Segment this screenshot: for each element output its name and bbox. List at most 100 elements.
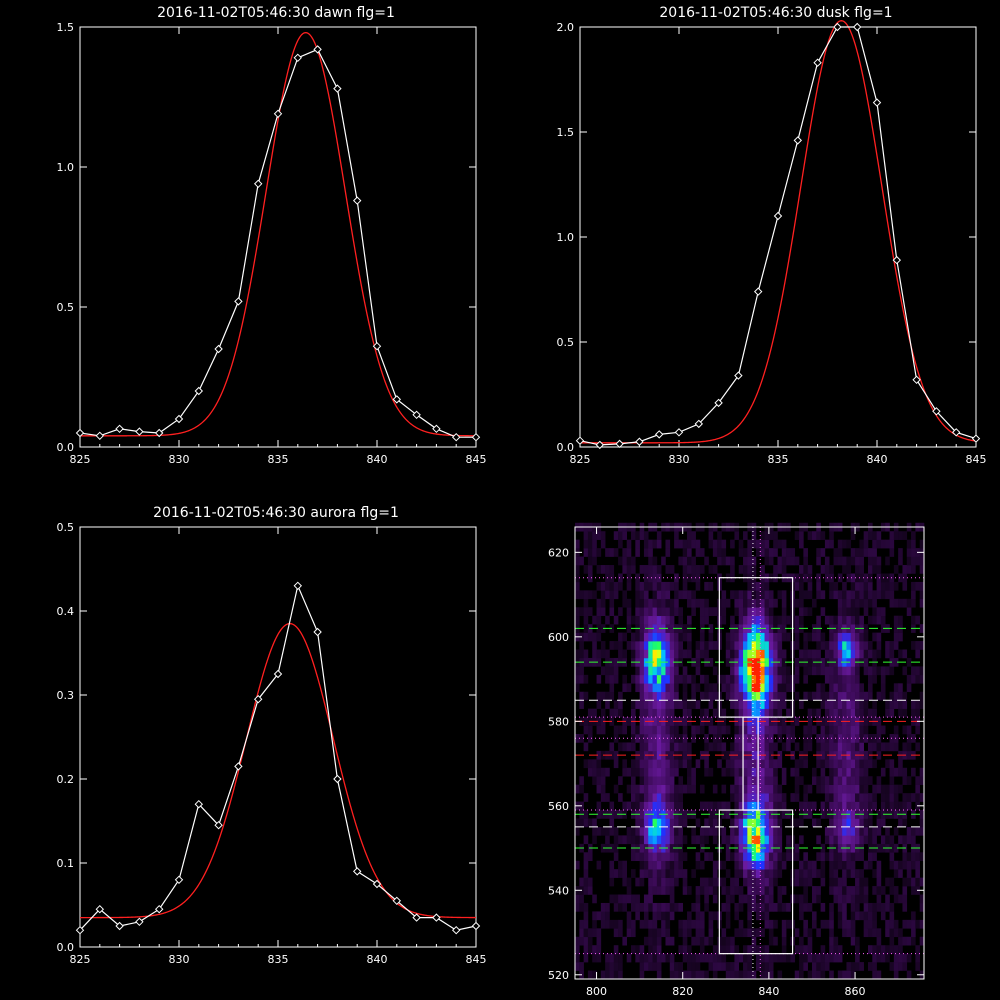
heatmap-cell <box>799 776 804 785</box>
heatmap-cell <box>889 598 895 608</box>
heatmap-cell <box>911 674 916 684</box>
heatmap-cell <box>669 886 675 895</box>
heatmap-cell <box>652 750 658 760</box>
heatmap-cell <box>613 641 619 650</box>
heatmap-cell <box>725 911 731 921</box>
data-point <box>194 799 204 809</box>
heatmap-cell <box>885 928 890 938</box>
heatmap-cell <box>885 953 890 963</box>
heatmap-cell <box>764 581 770 591</box>
heatmap-cell <box>872 852 877 862</box>
heatmap-cell <box>867 590 873 600</box>
x-tick-label: 845 <box>966 453 987 466</box>
heatmap-cell <box>889 666 895 676</box>
heatmap-cell <box>794 717 800 726</box>
heatmap-cell <box>587 548 593 557</box>
heatmap-cell <box>622 860 628 870</box>
heatmap-cell <box>794 624 800 633</box>
heatmap-cell <box>643 902 649 912</box>
heatmap-cell <box>652 573 658 583</box>
heatmap-cell <box>691 531 696 540</box>
heatmap-cell <box>876 826 882 836</box>
heatmap-cell <box>764 784 770 794</box>
heatmap-cell <box>777 666 783 676</box>
heatmap-cell <box>846 590 852 600</box>
heatmap-cell <box>768 725 774 735</box>
heatmap-cell <box>656 877 662 887</box>
heatmap-cell <box>704 877 709 887</box>
data-point <box>174 875 184 885</box>
heatmap-cell <box>738 733 744 743</box>
heatmap-cell <box>643 911 649 921</box>
heatmap-cell <box>652 784 658 794</box>
heatmap-cell <box>751 801 757 811</box>
heatmap-cell <box>661 708 666 718</box>
heatmap-cell <box>652 556 658 566</box>
heatmap-cell <box>699 598 705 608</box>
heatmap-cell <box>743 877 748 887</box>
panel-dawn-title: 2016-11-02T05:46:30 dawn flg=1 <box>157 5 395 21</box>
heatmap-cell <box>816 835 821 845</box>
heatmap-cell <box>867 919 873 929</box>
heatmap-cell <box>699 725 705 735</box>
heatmap-cell <box>773 598 778 608</box>
heatmap-cell <box>596 750 602 760</box>
heatmap-cell <box>747 683 752 693</box>
heatmap-cell <box>902 818 908 828</box>
heatmap-cell <box>906 674 912 684</box>
heatmap-cell <box>902 894 908 904</box>
heatmap-cell <box>867 556 873 566</box>
y-tick-label: 1.5 <box>557 126 575 139</box>
heatmap-cell <box>661 801 666 811</box>
heatmap-cell <box>859 700 864 709</box>
heatmap-cell <box>583 674 589 684</box>
heatmap-cell <box>652 818 658 828</box>
heatmap-cell <box>820 590 826 600</box>
heatmap-cell <box>708 717 714 726</box>
heatmap-cell <box>665 818 671 828</box>
heatmap-cell <box>777 674 783 684</box>
heatmap-cell <box>665 565 671 574</box>
heatmap-cell <box>648 539 653 549</box>
heatmap-cell <box>626 826 632 836</box>
heatmap-cell <box>609 691 615 701</box>
heatmap-cell <box>583 759 589 769</box>
heatmap-cell <box>824 539 830 549</box>
heatmap-cell <box>820 641 826 650</box>
heatmap-cell <box>876 607 882 617</box>
heatmap-cell <box>833 725 839 735</box>
heatmap-cell <box>807 970 813 980</box>
heatmap-cell <box>764 767 770 777</box>
heatmap-cell <box>885 539 890 549</box>
heatmap-cell <box>661 852 666 862</box>
heatmap-cell <box>652 674 658 684</box>
heatmap-cell <box>661 632 666 642</box>
heatmap-cell <box>837 843 843 853</box>
heatmap-cell <box>837 826 843 836</box>
heatmap-cell <box>876 666 882 676</box>
heatmap-cell <box>639 691 645 701</box>
heatmap-cell <box>906 750 912 760</box>
heatmap-cell <box>730 793 735 802</box>
heatmap-cell <box>682 548 688 557</box>
heatmap-cell <box>803 691 808 701</box>
heatmap-cell <box>850 615 856 625</box>
heatmap-cell <box>799 598 804 608</box>
heatmap-cell <box>811 725 817 735</box>
heatmap-cell <box>898 700 903 709</box>
heatmap-cell <box>807 657 813 667</box>
heatmap-cell <box>855 683 860 693</box>
heatmap-cell <box>669 742 675 752</box>
heatmap-cell <box>850 581 856 591</box>
heatmap-cell <box>906 793 912 802</box>
heatmap-cell <box>768 649 774 659</box>
heatmap-cell <box>648 708 653 718</box>
heatmap-cell <box>648 801 653 811</box>
heatmap-cell <box>652 826 658 836</box>
heatmap-cell <box>652 801 658 811</box>
heatmap-cell <box>656 598 662 608</box>
heatmap-cell <box>850 784 856 794</box>
heatmap-cell <box>639 632 645 642</box>
heatmap-cell <box>760 877 765 887</box>
